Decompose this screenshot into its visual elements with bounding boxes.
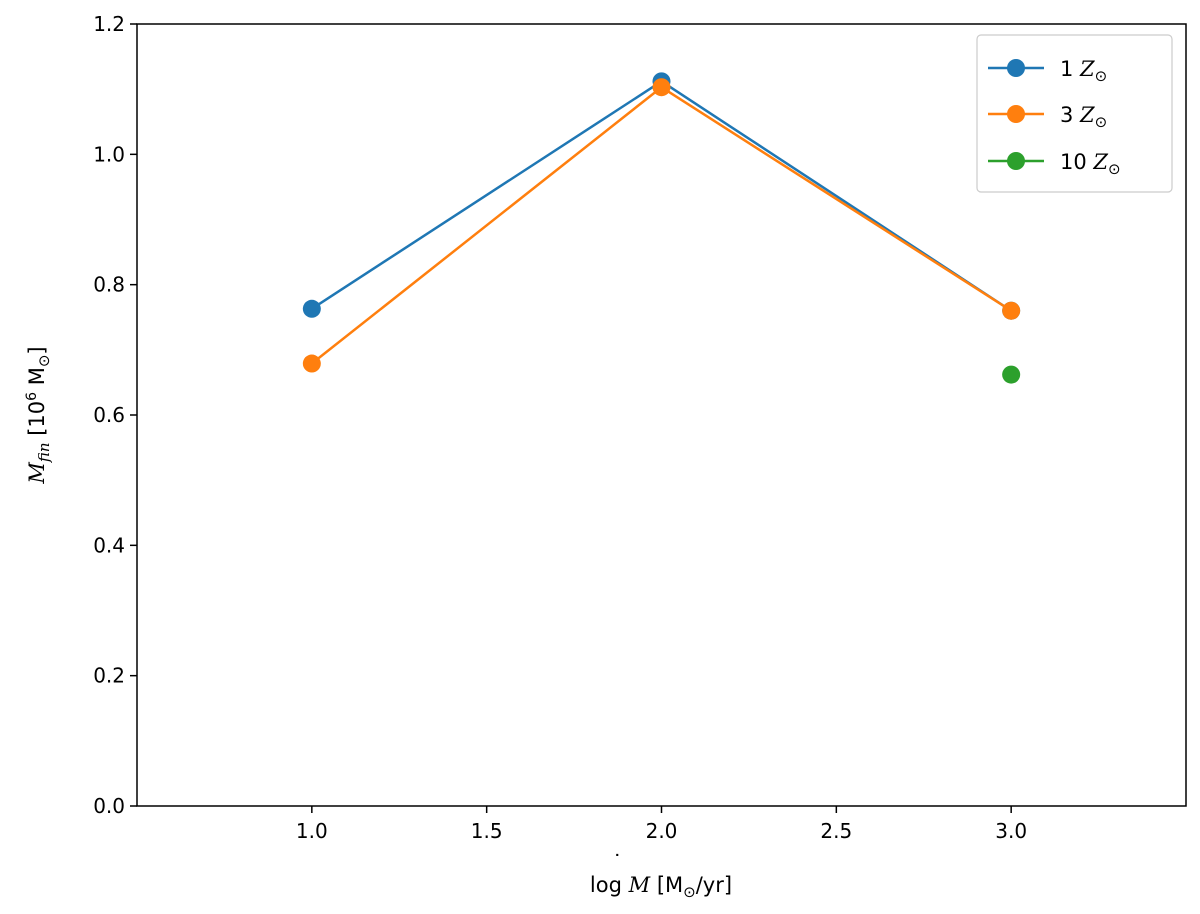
x-axis-label-symbol: M — [628, 873, 651, 897]
y-axis-label: Mfin [106 M⊙] — [24, 346, 53, 484]
legend-label-1-number: 1 — [1060, 57, 1080, 81]
data-point-series-2 — [302, 354, 321, 373]
legend-marker-1 — [1007, 59, 1025, 77]
y-tick-label: 0.0 — [93, 794, 125, 818]
x-axis-ticks: 1.0 1.5 2.0 2.5 3.0 — [296, 806, 1027, 843]
y-tick-label: 0.8 — [93, 273, 125, 297]
y-axis-label-subscript: fin — [35, 442, 53, 463]
legend-label-2: 3 Z⊙ — [1060, 103, 1107, 131]
y-tick-label: 0.6 — [93, 403, 125, 427]
x-axis-label-prefix: log — [590, 873, 629, 897]
legend-marker-2 — [1007, 105, 1025, 123]
data-point-series-1 — [302, 299, 321, 318]
x-tick-label: 2.0 — [646, 819, 678, 843]
series-layer — [302, 72, 1021, 384]
series-line-1 — [311, 80, 1012, 312]
legend-marker-3 — [1007, 152, 1025, 170]
legend-label-2-sun: ⊙ — [1095, 113, 1108, 131]
y-axis-ticks: 0.0 0.2 0.4 0.6 0.8 1.0 1.2 — [93, 12, 137, 818]
legend: 1 Z⊙ 3 Z⊙ 10 Z⊙ — [976, 34, 1173, 193]
legend-entry-1: 1 Z⊙ — [988, 57, 1107, 85]
y-tick-label: 1.2 — [93, 12, 125, 36]
legend-label-3: 10 Z⊙ — [1060, 150, 1121, 178]
y-axis-label-unit-mid: M — [25, 367, 49, 392]
y-tick-label: 1.0 — [93, 142, 125, 166]
legend-label-3-sun: ⊙ — [1108, 160, 1121, 178]
y-tick-label: 0.4 — [93, 533, 125, 557]
legend-entry-3: 10 Z⊙ — [988, 150, 1121, 178]
data-point-series-2 — [652, 78, 671, 97]
x-axis-label-unit-open: [M — [650, 873, 683, 897]
legend-label-2-symbol: Z — [1079, 103, 1095, 127]
x-tick-label: 3.0 — [995, 819, 1027, 843]
x-axis-label: log M [M⊙/yr] — [590, 873, 732, 901]
legend-entry-2: 3 Z⊙ — [988, 103, 1107, 131]
y-tick-label: 0.2 — [93, 664, 125, 688]
legend-label-2-number: 3 — [1060, 103, 1080, 127]
legend-frame — [976, 34, 1173, 193]
legend-label-1: 1 Z⊙ — [1060, 57, 1107, 85]
data-point-series-3 — [1002, 365, 1021, 384]
legend-label-1-sun: ⊙ — [1095, 67, 1108, 85]
data-point-series-2 — [1002, 301, 1021, 320]
y-axis-label-exponent: 6 — [24, 392, 40, 401]
series-2 — [302, 78, 1021, 373]
x-axis-label-sun: ⊙ — [683, 883, 696, 901]
legend-label-3-symbol: Z — [1092, 150, 1108, 174]
series-3 — [1002, 365, 1021, 384]
series-1 — [302, 72, 1021, 320]
legend-label-1-symbol: Z — [1079, 57, 1095, 81]
x-axis-label-dot: ˙ — [612, 851, 623, 875]
legend-label-3-number: 10 — [1060, 150, 1093, 174]
x-tick-label: 1.5 — [471, 819, 503, 843]
y-axis-label-unit-close: ] — [25, 346, 49, 354]
x-tick-label: 2.5 — [820, 819, 852, 843]
x-axis-label-unit-close: /yr] — [696, 873, 732, 897]
series-line-2 — [311, 85, 1012, 365]
y-axis-label-unit-open: [10 — [25, 401, 49, 443]
y-axis-label-sun: ⊙ — [35, 355, 53, 368]
x-tick-label: 1.0 — [296, 819, 328, 843]
y-axis-label-symbol: M — [25, 462, 49, 485]
